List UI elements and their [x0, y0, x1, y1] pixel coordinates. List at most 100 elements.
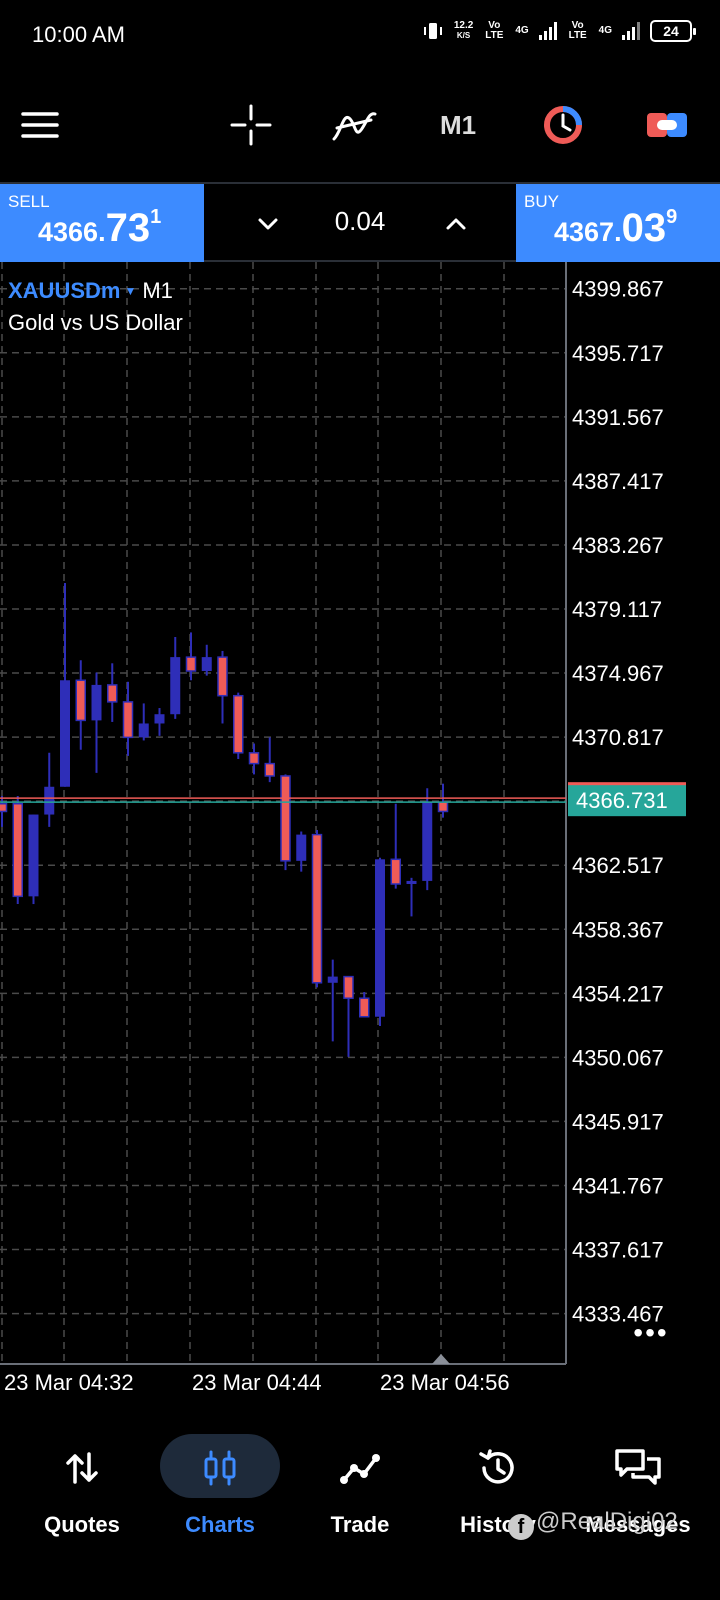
y-tick-label: 4399.867 [572, 277, 664, 302]
symbol-description: Gold vs US Dollar [8, 310, 183, 335]
candle-body-bearish [264, 762, 275, 777]
y-tick-label: 4362.517 [572, 853, 664, 878]
candle-body-bullish [91, 684, 102, 721]
nav-messages-label: Messages [585, 1512, 691, 1537]
caret-down-icon: ▼ [124, 284, 137, 298]
candle-body-bearish [390, 858, 401, 885]
clock-icon [544, 106, 582, 144]
menu-button[interactable] [18, 90, 62, 160]
buy-button[interactable]: BUY 4367.039 [516, 184, 720, 262]
nav-trade-label: Trade [330, 1512, 390, 1537]
signal-2-icon [622, 22, 640, 40]
y-tick-label: 4341.767 [572, 1173, 664, 1198]
x-tick-label: 23 Mar 04:44 [192, 1370, 322, 1395]
candle-body-bullish [201, 657, 212, 672]
candle-body-bullish [28, 814, 39, 897]
timeframe-button[interactable]: M1 [439, 109, 477, 140]
candle-body-bearish [0, 802, 8, 813]
one-click-trading-button[interactable] [536, 90, 590, 160]
nav-charts[interactable]: Charts [155, 1430, 285, 1560]
y-tick-label: 4345.917 [572, 1109, 664, 1134]
symbol-name: XAUUSDm [8, 278, 121, 303]
sell-price: 4366.731 [38, 206, 162, 250]
current-price-label-bg [568, 784, 686, 817]
candle-body-bearish [359, 997, 370, 1018]
candle-body-bearish [437, 801, 449, 813]
y-tick-label: 4383.267 [572, 533, 664, 558]
signal-1-icon [538, 22, 557, 40]
crosshair-button[interactable] [226, 90, 276, 160]
indicators-icon [332, 112, 377, 141]
new-order-button[interactable] [642, 90, 692, 160]
buy-label: BUY [524, 192, 559, 211]
watermark: f @RealDigi02 [508, 1508, 678, 1540]
history-icon [479, 1449, 514, 1484]
volte-2: Vo LTE [568, 20, 587, 41]
battery-icon: 24 [650, 20, 696, 42]
indicators-button[interactable] [328, 90, 380, 160]
trade-icon [647, 113, 687, 137]
candle-body-bullish [327, 976, 338, 983]
more-options-button[interactable]: ••• [633, 1317, 669, 1348]
nav-history[interactable]: History [433, 1430, 563, 1560]
volume-control: 0.04 [204, 184, 516, 262]
candle-body-bullish [170, 657, 181, 715]
menu-icon [21, 112, 59, 138]
chart-shift-marker [432, 1354, 450, 1364]
status-bar: 10:00 AM 12.2 K/S Vo LTE 4G Vo LTE 4G 24 [0, 0, 720, 72]
status-icons: 12.2 K/S Vo LTE 4G Vo LTE 4G 24 [422, 20, 696, 42]
price-chart[interactable]: 4399.867 4395.717 4391.567 4387.417 4383.267… [0, 262, 720, 1422]
nav-quotes-label: Quotes [44, 1512, 120, 1537]
candle-body-bearish [343, 975, 354, 999]
chart-toolbar: M1 [0, 90, 720, 160]
symbol-timeframe: M1 [142, 278, 173, 303]
candle-body-bearish [12, 802, 23, 898]
status-time: 10:00 AM [32, 22, 125, 47]
y-tick-label: 4354.217 [572, 981, 664, 1006]
net-speed: 12.2 K/S [453, 20, 474, 41]
sell-button[interactable]: SELL 4366.731 [0, 184, 204, 262]
chevron-up-icon [446, 218, 466, 230]
volume-value[interactable]: 0.04 [334, 206, 386, 236]
crosshair-icon [230, 104, 272, 146]
nav-messages[interactable]: Messages [573, 1430, 703, 1560]
chevron-down-icon [258, 218, 278, 230]
y-tick-label: 4379.117 [572, 597, 662, 622]
nav-quotes[interactable]: Quotes [17, 1430, 147, 1560]
y-tick-label: 4333.467 [572, 1302, 664, 1327]
y-tick-label: 4395.717 [572, 341, 664, 366]
x-tick-label: 23 Mar 04:32 [4, 1370, 134, 1395]
facebook-logo-icon: f [508, 1514, 534, 1540]
vibrate-icon [423, 23, 442, 39]
candle-body-bearish [75, 679, 86, 722]
buy-price: 4367.039 [554, 206, 678, 250]
charts-icon [204, 1450, 236, 1486]
candle-body-bearish [311, 833, 323, 984]
candle-body-bearish [248, 752, 260, 765]
candle-body-bullish [422, 802, 433, 881]
volume-increase-button[interactable] [436, 204, 476, 244]
y-tick-label: 4370.817 [572, 725, 664, 750]
nav-trade[interactable]: Trade [295, 1430, 425, 1560]
one-click-trade-panel: SELL 4366.731 0.04 BUY 4367.039 [0, 182, 720, 262]
candle-body-bullish [44, 786, 55, 815]
symbol-selector[interactable]: XAUUSDm ▼ M1 [8, 278, 173, 304]
bottom-navigation: Quotes Charts Trade [0, 1430, 720, 1600]
nav-active-indicator [160, 1434, 280, 1498]
candle-body-bullish [375, 859, 385, 1017]
y-tick-label: 4374.967 [572, 661, 664, 686]
messages-icon [615, 1449, 661, 1485]
y-tick-label: 4391.567 [572, 405, 664, 430]
volume-decrease-button[interactable] [248, 204, 288, 244]
candle-body-bearish [233, 694, 244, 754]
candle-body-bearish [280, 775, 291, 862]
y-tick-label: 4387.417 [572, 469, 664, 494]
quotes-icon [66, 1452, 98, 1484]
network-type-2: 4G [598, 25, 612, 36]
candle-body-bullish [138, 723, 149, 738]
candle-body-bearish [217, 656, 228, 697]
nav-charts-label: Charts [185, 1512, 255, 1537]
y-tick-label: 4350.067 [572, 1045, 664, 1070]
current-price-label: 4366.731 [576, 788, 668, 813]
candle-body-bearish [107, 684, 118, 703]
